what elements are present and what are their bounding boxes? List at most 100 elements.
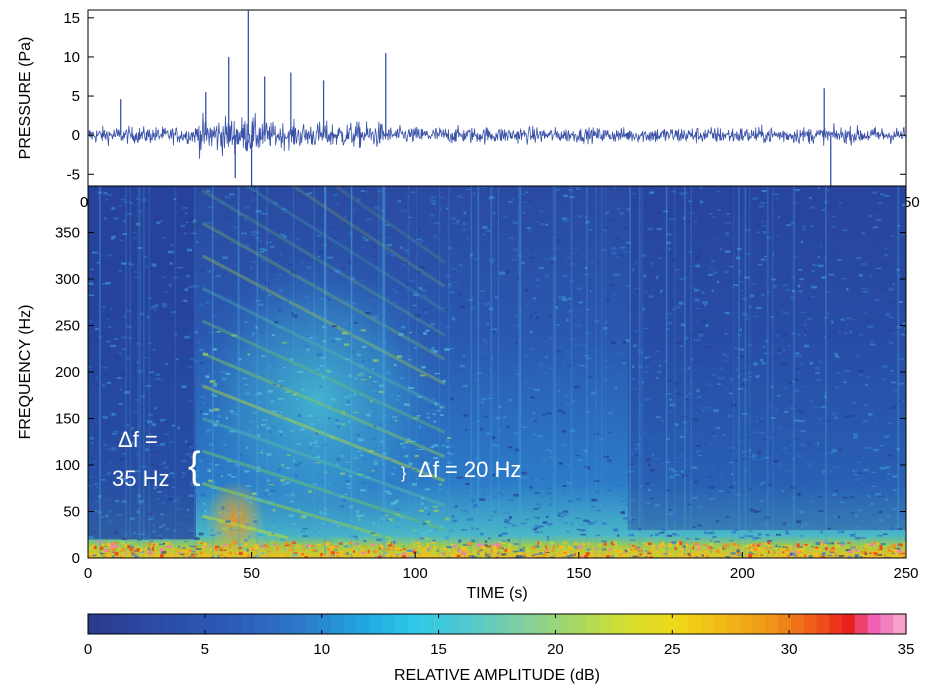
colorbar-cell — [215, 614, 230, 634]
colorbar-cell — [854, 614, 869, 634]
spectrogram-texture — [88, 186, 906, 558]
colorbar-cell — [573, 614, 588, 634]
spectrogram-ytick-label: 300 — [55, 271, 80, 288]
colorbar-cell — [752, 614, 767, 634]
pressure-ylabel: PRESSURE (Pa) — [17, 37, 34, 160]
colorbar-cell — [151, 614, 166, 634]
colorbar-cell — [727, 614, 741, 634]
colorbar-ticks: 0 5 10 15 20 25 30 35 — [84, 614, 915, 658]
colorbar-cell — [816, 614, 830, 634]
colorbar-cell — [829, 614, 843, 634]
colorbar-cell — [522, 614, 536, 634]
colorbar-cell — [164, 614, 179, 634]
colorbar-cell — [279, 614, 294, 634]
colorbar-cell — [318, 614, 332, 634]
spectrogram-xtick-label: 50 — [243, 565, 260, 582]
colorbar-cell — [893, 614, 907, 634]
colorbar-cell — [484, 614, 498, 634]
colorbar-cell — [420, 614, 434, 634]
pressure-ytick-label: 0 — [72, 127, 80, 144]
spectrogram-xtick-label: 150 — [566, 565, 591, 582]
spectrogram-xticks: 0 50 100 150 200 250 — [84, 552, 919, 582]
colorbar-cell — [305, 614, 319, 634]
colorbar-cell — [330, 614, 345, 634]
pressure-noise-line — [88, 112, 906, 159]
colorbar-tick-label: 0 — [84, 641, 92, 658]
colorbar-cell — [714, 614, 728, 634]
annotation-brace-35: { — [188, 445, 201, 487]
colorbar-cell — [203, 614, 217, 634]
colorbar-cell — [113, 614, 127, 634]
colorbar-cell — [433, 614, 447, 634]
colorbar-cell — [343, 614, 358, 634]
colorbar-cell — [266, 614, 281, 634]
spectrogram-ytick-label: 150 — [55, 411, 80, 428]
colorbar-cell — [599, 614, 613, 634]
spectrogram-ytick-label: 350 — [55, 225, 80, 242]
colorbar-cell — [177, 614, 191, 634]
colorbar-tick-label: 20 — [547, 641, 564, 658]
colorbar-tick-label: 35 — [898, 641, 915, 658]
colorbar-cell — [842, 614, 856, 634]
spectrogram-xtick-label: 200 — [730, 565, 755, 582]
pressure-ytick-label: -5 — [67, 166, 80, 183]
colorbar-cells — [88, 614, 907, 634]
pressure-xtick-fragment: 50 — [903, 194, 920, 211]
colorbar-cell — [624, 614, 639, 634]
annotation-delta-f-20: Δf = 20 Hz — [418, 457, 521, 482]
colorbar-cell — [688, 614, 703, 634]
colorbar-tick-label: 25 — [664, 641, 681, 658]
spectrogram-ytick-label: 200 — [55, 364, 80, 381]
colorbar: 0 5 10 15 20 25 30 35 RELATIVE AMPLITUDE (dB) — [84, 613, 915, 684]
colorbar-cell — [586, 614, 600, 634]
colorbar-cell — [790, 614, 805, 634]
colorbar-cell — [445, 614, 460, 634]
pressure-trace — [88, 10, 906, 186]
spectrogram-ytick-label: 50 — [63, 504, 80, 521]
colorbar-cell — [139, 614, 153, 634]
colorbar-label: RELATIVE AMPLITUDE (dB) — [394, 667, 600, 684]
colorbar-cell — [100, 614, 115, 634]
colorbar-cell — [867, 614, 882, 634]
colorbar-cell — [407, 614, 421, 634]
colorbar-cell — [765, 614, 779, 634]
colorbar-cell — [509, 614, 524, 634]
spectrogram-xtick-label: 100 — [403, 565, 428, 582]
spectrogram-ytick-label: 100 — [55, 457, 80, 474]
spectrogram-ytick-label: 250 — [55, 318, 80, 335]
pressure-xtick-fragment: 0 — [80, 194, 88, 211]
colorbar-cell — [292, 614, 306, 634]
pressure-ytick-label: 5 — [72, 88, 80, 105]
colorbar-cell — [663, 614, 677, 634]
colorbar-cell — [803, 614, 818, 634]
annotation-delta-f-35-line1: Δf = — [118, 427, 158, 452]
colorbar-cell — [778, 614, 792, 634]
spectrogram-ylabel: FREQUENCY (Hz) — [17, 305, 34, 440]
colorbar-cell — [650, 614, 664, 634]
colorbar-frame — [87, 613, 907, 635]
colorbar-cell — [637, 614, 651, 634]
colorbar-tick-label: 5 — [201, 641, 209, 658]
colorbar-cell — [228, 614, 242, 634]
colorbar-cell — [126, 614, 140, 634]
colorbar-cell — [369, 614, 383, 634]
spectrogram-ytick-label: 0 — [72, 550, 80, 567]
colorbar-cell — [739, 614, 754, 634]
colorbar-cell — [356, 614, 370, 634]
spectrogram-yticks: 0 50 100 150 200 250 300 350 — [55, 225, 906, 567]
pressure-ytick-label: 15 — [63, 10, 80, 27]
colorbar-cell — [88, 614, 102, 634]
spectrogram-panel: 0 50 100 150 200 250 0 50 100 150 200 250 300 350 TI… — [17, 185, 919, 602]
colorbar-cell — [471, 614, 485, 634]
colorbar-cell — [675, 614, 690, 634]
colorbar-cell — [394, 614, 409, 634]
colorbar-cell — [548, 614, 562, 634]
colorbar-cell — [497, 614, 511, 634]
spectrogram-xtick-label: 250 — [893, 565, 918, 582]
colorbar-tick-label: 15 — [430, 641, 447, 658]
spectrogram-xlabel: TIME (s) — [466, 585, 527, 602]
colorbar-cell — [701, 614, 715, 634]
